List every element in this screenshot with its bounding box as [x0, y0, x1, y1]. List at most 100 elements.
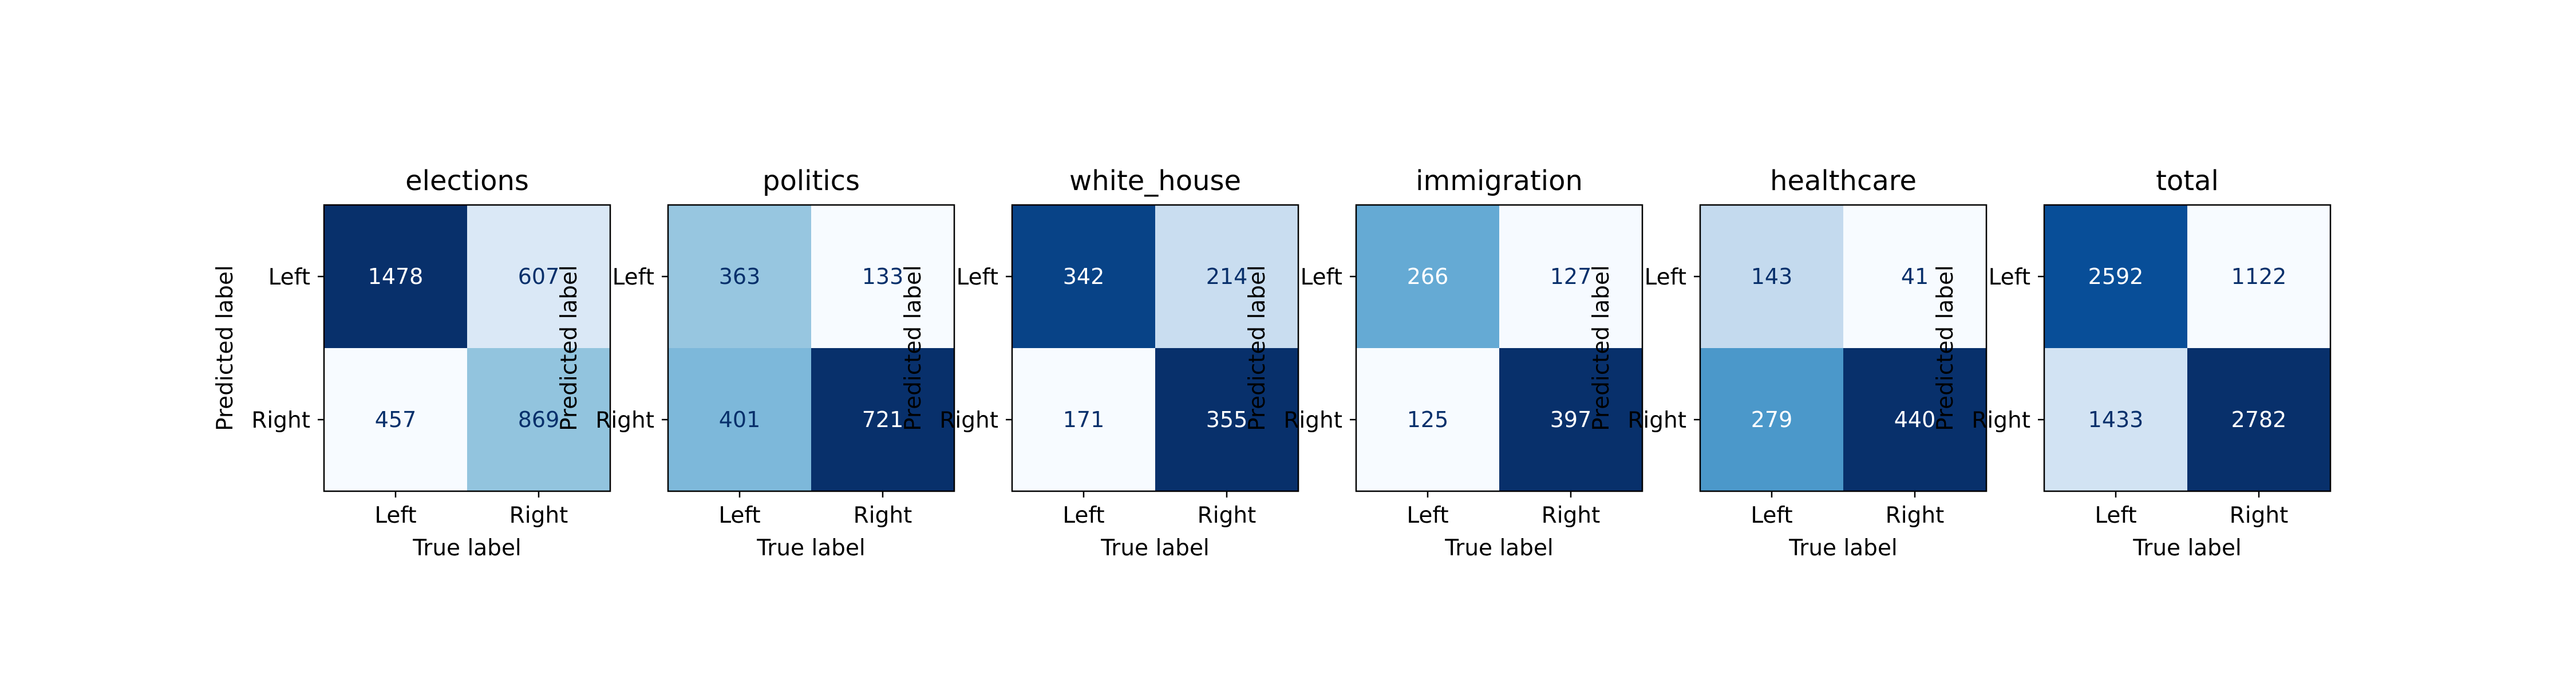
y-tick-label: Right — [1283, 408, 1342, 433]
cell-value-label: 1122 — [2231, 264, 2287, 289]
confusion-matrix-panel: 363 133 401 721 politics Left Right Left Right Tr… — [556, 165, 955, 561]
x-tick-label: Left — [1406, 503, 1448, 528]
x-tick-label: Right — [1198, 503, 1257, 528]
cell-value-label: 355 — [1206, 407, 1248, 432]
y-tick-label: Left — [1989, 264, 2030, 290]
plot-frame — [323, 204, 611, 492]
x-axis-label: True label — [412, 535, 521, 561]
matrix-cell — [1155, 348, 1298, 491]
x-tick-label: Left — [1062, 503, 1104, 528]
cell-value-label: 41 — [1901, 264, 1929, 289]
y-tick-label: Right — [595, 408, 654, 433]
matrix-cell — [668, 205, 811, 348]
y-tick-label: Right — [1627, 408, 1686, 433]
confusion-matrix-panel: 266 127 125 397 immigration Left Right Left Righ… — [1244, 165, 1643, 561]
cell-value-label: 125 — [1407, 407, 1449, 432]
confusion-matrix-panel: 1478 607 457 869 elections Left Right Left Right… — [212, 165, 611, 561]
x-tick-label: Right — [2230, 503, 2289, 528]
cell-value-label: 607 — [518, 264, 560, 289]
confusion-matrix-panel: 342 214 171 355 white_house Left Right Left Righ… — [900, 165, 1299, 561]
matrix-cell — [1012, 205, 1155, 348]
cell-value-label: 279 — [1751, 407, 1793, 432]
matrix-cell — [1700, 348, 1843, 491]
y-axis-label: Predicted label — [212, 265, 238, 431]
y-axis-label: Predicted label — [1589, 265, 1614, 431]
y-tick-label: Right — [251, 408, 310, 433]
y-axis-label: Predicted label — [1933, 265, 1958, 431]
x-axis-label: True label — [1788, 535, 1898, 561]
y-tick-label: Left — [268, 264, 310, 290]
matrix-cell — [811, 205, 954, 348]
matrix-cell — [1843, 348, 1986, 491]
matrix-cell — [2187, 205, 2330, 348]
matrix-cell — [2044, 348, 2187, 491]
chart-title: healthcare — [1770, 165, 1917, 197]
chart-title: elections — [405, 165, 529, 197]
cell-value-label: 401 — [719, 407, 761, 432]
y-axis-label: Predicted label — [556, 265, 582, 431]
x-tick-label: Right — [1886, 503, 1945, 528]
cell-value-label: 869 — [518, 407, 560, 432]
cell-value-label: 127 — [1550, 264, 1592, 289]
cell-value-label: 457 — [375, 407, 417, 432]
matrix-cell — [1356, 348, 1499, 491]
cell-value-label: 133 — [862, 264, 904, 289]
y-tick-label: Right — [939, 408, 998, 433]
confusion-matrix-panel: 143 41 279 440 healthcare Left Right Left Right T… — [1589, 165, 1988, 561]
matrix-cell — [2044, 205, 2187, 348]
matrix-cell — [1356, 205, 1499, 348]
x-tick-label: Right — [509, 503, 568, 528]
matrix-cell — [1700, 205, 1843, 348]
x-axis-label: True label — [2132, 535, 2242, 561]
chart-title: total — [2156, 165, 2219, 197]
y-tick-label: Left — [1301, 264, 1342, 290]
x-tick-label: Right — [1542, 503, 1601, 528]
matrix-cell — [2187, 348, 2330, 491]
cell-value-label: 171 — [1063, 407, 1105, 432]
cell-value-label: 1433 — [2088, 407, 2144, 432]
matrix-cell — [1012, 348, 1155, 491]
chart-title: politics — [762, 165, 860, 197]
plot-frame — [1355, 204, 1643, 492]
plot-frame — [1699, 204, 1988, 492]
matrix-cell — [668, 348, 811, 491]
y-axis-label: Predicted label — [1244, 265, 1270, 431]
y-axis-label: Predicted label — [900, 265, 926, 431]
x-axis-label: True label — [756, 535, 866, 561]
plot-frame — [667, 204, 955, 492]
cell-value-label: 440 — [1894, 407, 1936, 432]
y-tick-label: Left — [957, 264, 998, 290]
x-tick-label: Right — [854, 503, 912, 528]
matrix-cell — [324, 348, 467, 491]
plot-frame — [2043, 204, 2332, 492]
cell-value-label: 342 — [1063, 264, 1105, 289]
x-tick-label: Left — [374, 503, 416, 528]
cell-value-label: 1478 — [368, 264, 424, 289]
cell-value-label: 721 — [862, 407, 904, 432]
plot-frame — [1011, 204, 1299, 492]
cell-value-label: 397 — [1550, 407, 1592, 432]
matrix-cell — [1843, 205, 1986, 348]
cell-value-label: 143 — [1751, 264, 1793, 289]
y-tick-label: Left — [613, 264, 654, 290]
cell-value-label: 2782 — [2231, 407, 2287, 432]
x-tick-label: Left — [718, 503, 760, 528]
matrix-cell — [1499, 348, 1642, 491]
cell-value-label: 2592 — [2088, 264, 2144, 289]
x-axis-label: True label — [1444, 535, 1554, 561]
chart-title: white_house — [1069, 165, 1241, 197]
x-axis-label: True label — [1100, 535, 1210, 561]
matrix-cell — [1155, 205, 1298, 348]
matrix-cell — [1499, 205, 1642, 348]
cell-value-label: 214 — [1206, 264, 1248, 289]
cell-value-label: 266 — [1407, 264, 1449, 289]
cell-value-label: 363 — [719, 264, 761, 289]
y-tick-label: Right — [1971, 408, 2030, 433]
matrix-cell — [324, 205, 467, 348]
matrix-cell — [467, 348, 610, 491]
confusion-matrix-panel: 2592 1122 1433 2782 total Left Right Left Right T… — [1933, 165, 2332, 561]
x-tick-label: Left — [2095, 503, 2136, 528]
chart-title: immigration — [1416, 165, 1583, 197]
y-tick-label: Left — [1645, 264, 1686, 290]
